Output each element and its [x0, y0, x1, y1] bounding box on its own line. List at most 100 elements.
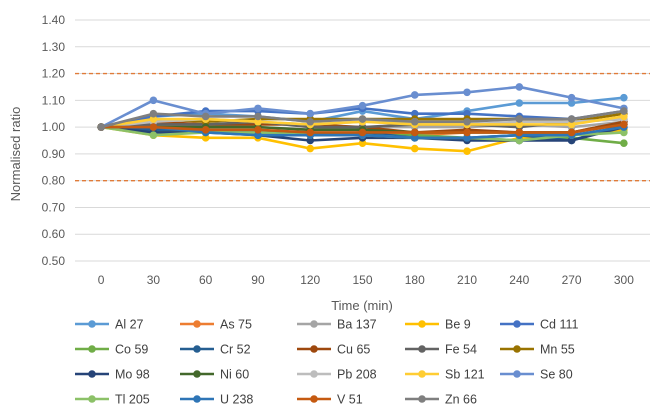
- data-point: [515, 99, 524, 107]
- data-point: [254, 117, 262, 126]
- legend-marker: [418, 345, 426, 353]
- data-point: [515, 128, 524, 137]
- x-axis-ticks: 0 30 60 90 120 150 180 210 240 270 300: [98, 273, 634, 287]
- data-point: [515, 136, 524, 145]
- y-tick-label: 0.90: [42, 147, 66, 161]
- reference-lines: [75, 72, 650, 182]
- x-tick-label: 180: [405, 273, 425, 287]
- legend-label: Cu 65: [337, 343, 370, 357]
- legend-label: As 75: [220, 318, 252, 332]
- legend-marker: [310, 370, 318, 378]
- legend-item: Ni 60: [180, 368, 249, 382]
- y-tick-label: 0.70: [42, 200, 66, 214]
- x-tick-label: 300: [614, 273, 634, 287]
- legend-marker: [193, 395, 201, 403]
- legend-label: Co 59: [115, 343, 148, 357]
- y-tick-label: 1.30: [42, 40, 66, 54]
- data-point: [254, 131, 262, 139]
- legend-marker: [418, 370, 426, 378]
- series-group: [97, 83, 628, 156]
- legend-label: Sb 121: [445, 368, 485, 382]
- data-point: [463, 134, 471, 142]
- data-point: [410, 134, 419, 142]
- data-point: [358, 115, 367, 123]
- legend-item: Cu 65: [297, 343, 370, 357]
- data-point: [201, 125, 210, 134]
- data-point: [306, 128, 315, 137]
- x-tick-label: 30: [147, 273, 161, 287]
- legend-item: Al 27: [75, 318, 144, 332]
- y-tick-label: 1.20: [42, 67, 66, 81]
- legend-marker: [88, 345, 96, 353]
- data-point: [620, 112, 628, 121]
- data-point: [567, 93, 576, 102]
- legend-marker: [88, 370, 96, 378]
- data-point: [149, 109, 158, 118]
- data-point: [201, 112, 210, 121]
- legend-marker: [193, 345, 201, 353]
- legend-label: Zn 66: [445, 393, 477, 407]
- legend-marker: [418, 395, 426, 403]
- legend-item: Tl 205: [75, 393, 150, 407]
- data-point: [306, 144, 315, 153]
- legend-marker: [310, 320, 318, 328]
- legend-label: Ni 60: [220, 368, 249, 382]
- data-point: [410, 109, 419, 118]
- x-tick-label: 270: [562, 273, 582, 287]
- data-point: [463, 109, 471, 118]
- x-axis-title: Time (min): [331, 298, 393, 313]
- data-point: [358, 139, 367, 147]
- data-point: [515, 83, 524, 91]
- x-tick-label: 120: [300, 273, 320, 287]
- legend-marker: [513, 320, 521, 328]
- data-point: [410, 144, 419, 153]
- x-tick-label: 60: [199, 273, 213, 287]
- legend-item: Cr 52: [180, 343, 251, 357]
- legend-label: Mn 55: [540, 343, 575, 357]
- legend-item: As 75: [180, 318, 252, 332]
- data-point: [410, 91, 419, 99]
- x-tick-label: 210: [457, 273, 477, 287]
- legend-item: Zn 66: [405, 393, 477, 407]
- legend-marker: [513, 370, 521, 378]
- y-tick-label: 0.50: [42, 254, 66, 268]
- x-tick-label: 240: [509, 273, 529, 287]
- data-point: [567, 128, 576, 137]
- legend-label: Cd 111: [540, 318, 579, 332]
- y-tick-label: 0.60: [42, 227, 66, 241]
- y-axis-title: Normalised ratio: [8, 107, 23, 202]
- legend-label: Cr 52: [220, 343, 251, 357]
- data-point: [620, 107, 628, 115]
- y-tick-label: 1.10: [42, 93, 66, 107]
- data-point: [567, 136, 576, 145]
- x-tick-label: 150: [352, 273, 372, 287]
- data-point: [463, 128, 471, 137]
- legend-label: Tl 205: [115, 393, 150, 407]
- legend-item: Se 80: [500, 368, 573, 382]
- data-point: [620, 120, 628, 129]
- legend-marker: [88, 320, 96, 328]
- legend-marker: [88, 395, 96, 403]
- legend-marker: [193, 370, 201, 378]
- legend: Al 27 As 75 Ba 137 Be 9 Cd 111 Co 59 Cr 52 Cu 6…: [75, 318, 579, 407]
- data-point: [515, 120, 524, 129]
- data-point: [254, 112, 262, 121]
- legend-marker: [310, 345, 318, 353]
- legend-item: Cd 111: [500, 318, 579, 332]
- legend-label: Pb 208: [337, 368, 377, 382]
- legend-label: Al 27: [115, 318, 144, 332]
- legend-label: Mo 98: [115, 368, 150, 382]
- legend-item: Be 9: [405, 318, 471, 332]
- data-point: [620, 128, 628, 137]
- data-point: [149, 123, 158, 131]
- legend-item: V 51: [297, 393, 363, 407]
- legend-label: U 238: [220, 393, 253, 407]
- legend-item: Fe 54: [405, 343, 477, 357]
- legend-label: Be 9: [445, 318, 471, 332]
- data-point: [358, 101, 367, 110]
- data-point: [620, 93, 628, 102]
- data-point: [410, 117, 419, 126]
- legend-item: Sb 121: [405, 368, 485, 382]
- legend-marker: [513, 345, 521, 353]
